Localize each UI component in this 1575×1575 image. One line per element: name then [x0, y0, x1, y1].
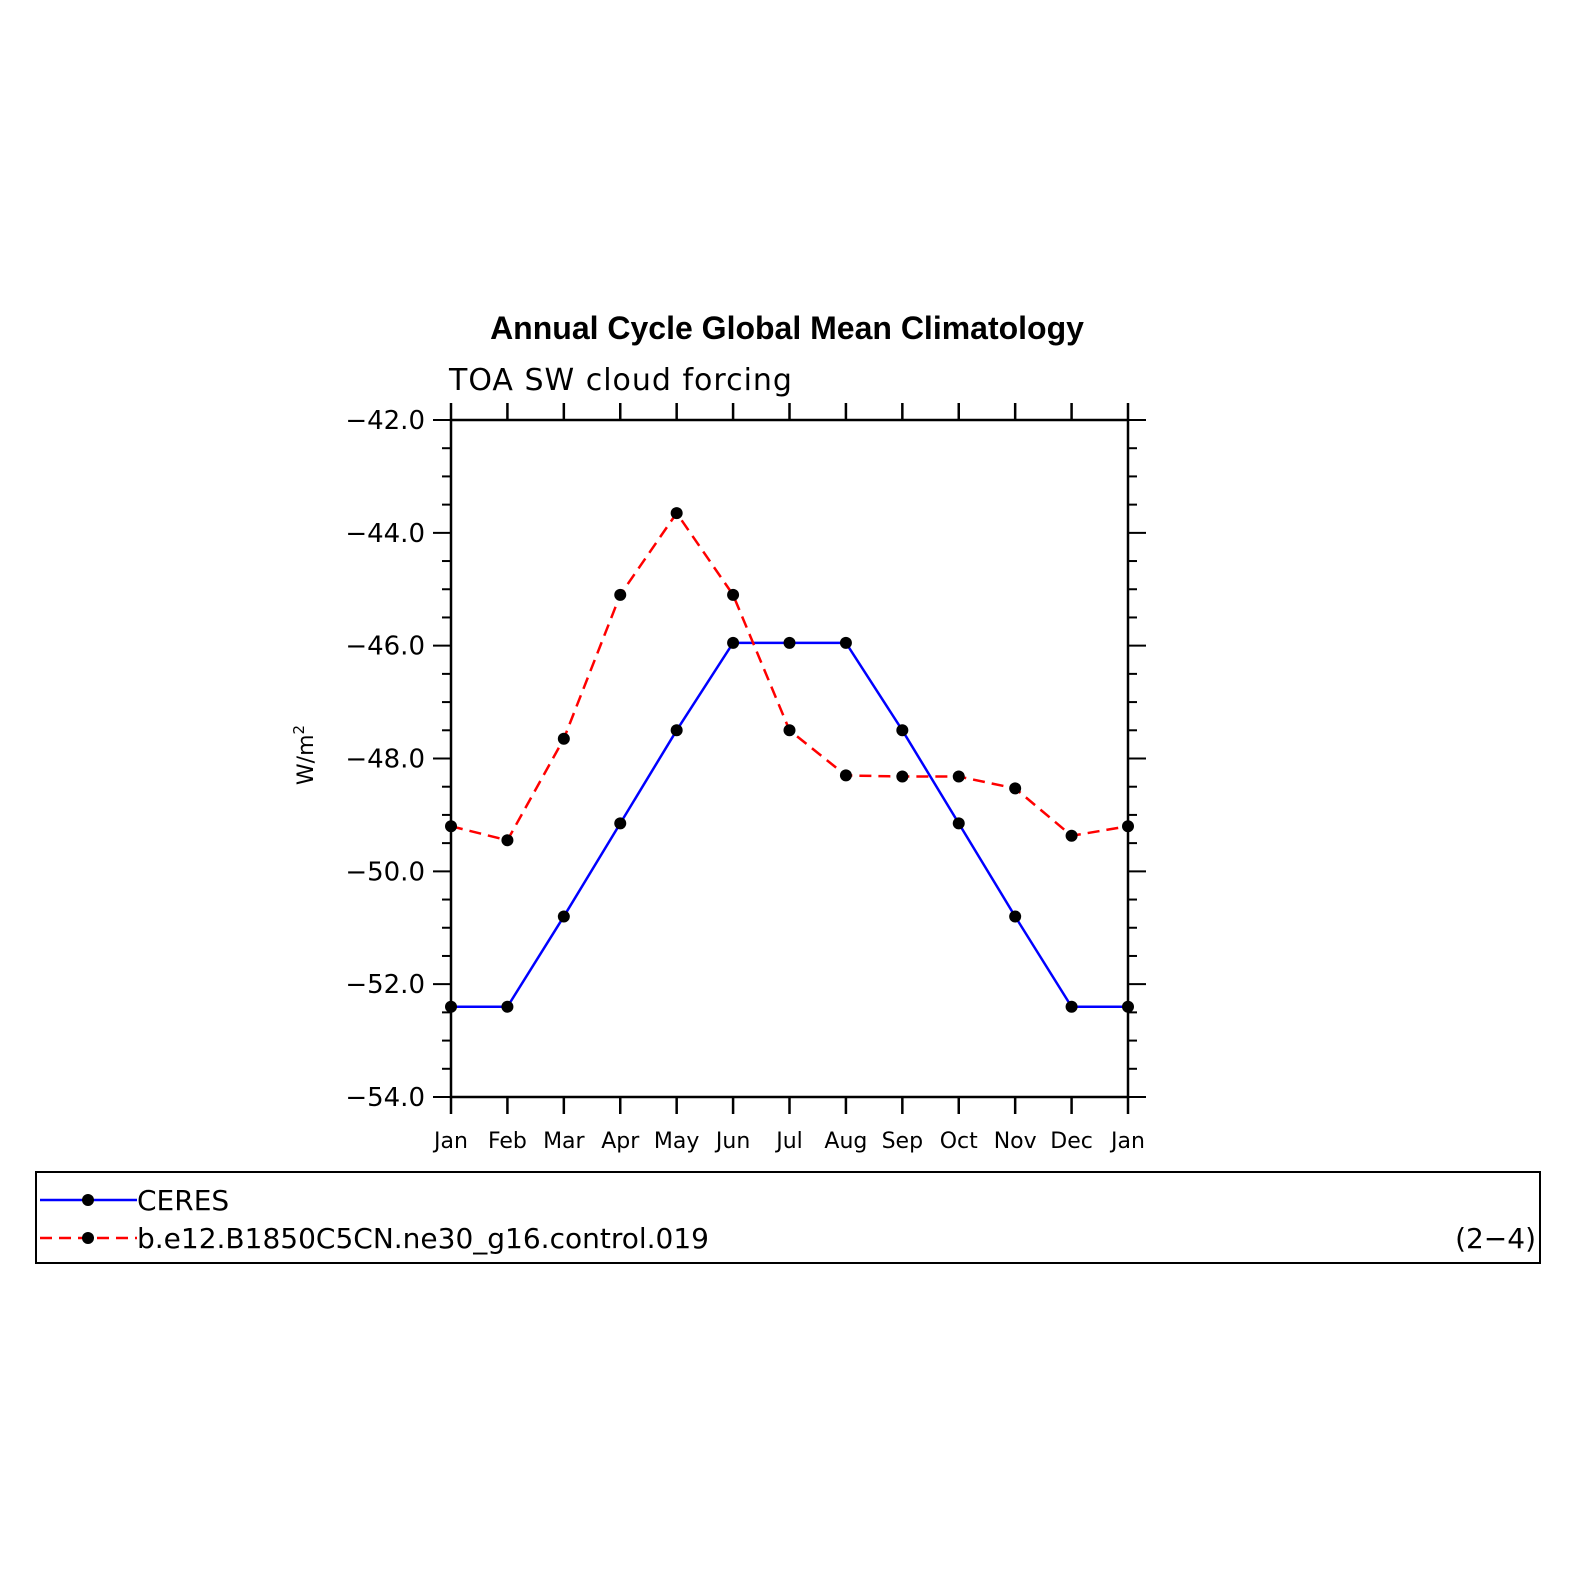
series-0-point: [670, 724, 683, 737]
series-0-point: [557, 910, 570, 923]
plot-axes: [433, 403, 1146, 1114]
y-tick-label: −44.0: [345, 519, 425, 549]
x-tick-labels: Jan Feb Mar Apr May Jun Jul Aug Sep Oct Nov Dec Jan: [432, 1129, 1145, 1154]
series-1-point: [614, 588, 627, 601]
y-axis-label: W/m2: [290, 725, 319, 785]
x-tick-label: Sep: [882, 1129, 923, 1154]
series-0-point: [1065, 1000, 1078, 1013]
x-tick-label: Dec: [1050, 1129, 1093, 1154]
x-tick-label: Aug: [824, 1129, 867, 1154]
series-1-point: [1122, 820, 1134, 833]
series-0-point: [727, 636, 740, 649]
legend-ceres-label: CERES: [137, 1184, 229, 1217]
y-tick-label: −42.0: [345, 406, 425, 436]
series-1-point: [670, 507, 683, 520]
x-tick-label: Jan: [1109, 1129, 1145, 1154]
series-1-point: [501, 834, 514, 847]
series-1-point: [896, 770, 909, 783]
y-tick-labels: −42.0 −44.0 −46.0 −48.0 −50.0 −52.0 −54.0: [345, 406, 425, 1113]
series-0-point: [614, 817, 627, 830]
x-tick-label: Jan: [432, 1129, 468, 1154]
series-0-point: [1009, 910, 1022, 923]
series-line-1: [450, 510, 1129, 842]
legend-model-marker: [82, 1232, 94, 1244]
series-1-point: [727, 588, 740, 601]
x-tick-label: Jul: [774, 1129, 803, 1154]
x-tick-label: May: [654, 1129, 699, 1154]
x-tick-label: Oct: [940, 1129, 978, 1154]
panel-label: (2−4): [1455, 1222, 1536, 1255]
series-1-point: [783, 724, 796, 737]
legend-model-label: b.e12.B1850C5CN.ne30_g16.control.019: [137, 1222, 709, 1255]
series-line-0: [451, 641, 1128, 1008]
y-tick-label: −46.0: [345, 632, 425, 662]
series-1-point: [1009, 782, 1022, 795]
x-tick-label: Feb: [488, 1129, 527, 1154]
legend-box: [35, 1171, 1541, 1264]
series-0-point: [783, 636, 796, 649]
series-0-point: [952, 817, 965, 830]
y-tick-label: −54.0: [345, 1083, 425, 1113]
series-0-point: [501, 1000, 514, 1013]
series-0-point: [1122, 1000, 1134, 1013]
y-axis-label-unit: W/m: [294, 734, 319, 785]
y-tick-label: −52.0: [345, 970, 425, 1000]
y-tick-label: −50.0: [345, 857, 425, 887]
y-axis-label-exponent: 2: [290, 725, 308, 735]
series-1-point: [445, 820, 457, 833]
y-tick-label: −48.0: [345, 745, 425, 775]
series-0-point: [896, 724, 909, 737]
series-1-point: [557, 732, 570, 745]
series-0-point: [839, 636, 852, 649]
plot-frame: [449, 418, 1130, 1099]
series-0-point: [445, 1000, 457, 1013]
x-tick-label: Mar: [543, 1129, 585, 1154]
series-1-point: [1065, 829, 1078, 842]
legend-ceres-marker: [82, 1194, 94, 1206]
x-tick-label: Jun: [714, 1129, 750, 1154]
chart-title: Annual Cycle Global Mean Climatology: [490, 310, 1084, 346]
x-tick-label: Apr: [601, 1129, 640, 1154]
series-1-point: [839, 769, 852, 782]
series-1-point: [952, 770, 965, 783]
series-layer: [445, 507, 1134, 1013]
x-tick-label: Nov: [994, 1129, 1037, 1154]
chart-subtitle: TOA SW cloud forcing: [448, 363, 793, 398]
